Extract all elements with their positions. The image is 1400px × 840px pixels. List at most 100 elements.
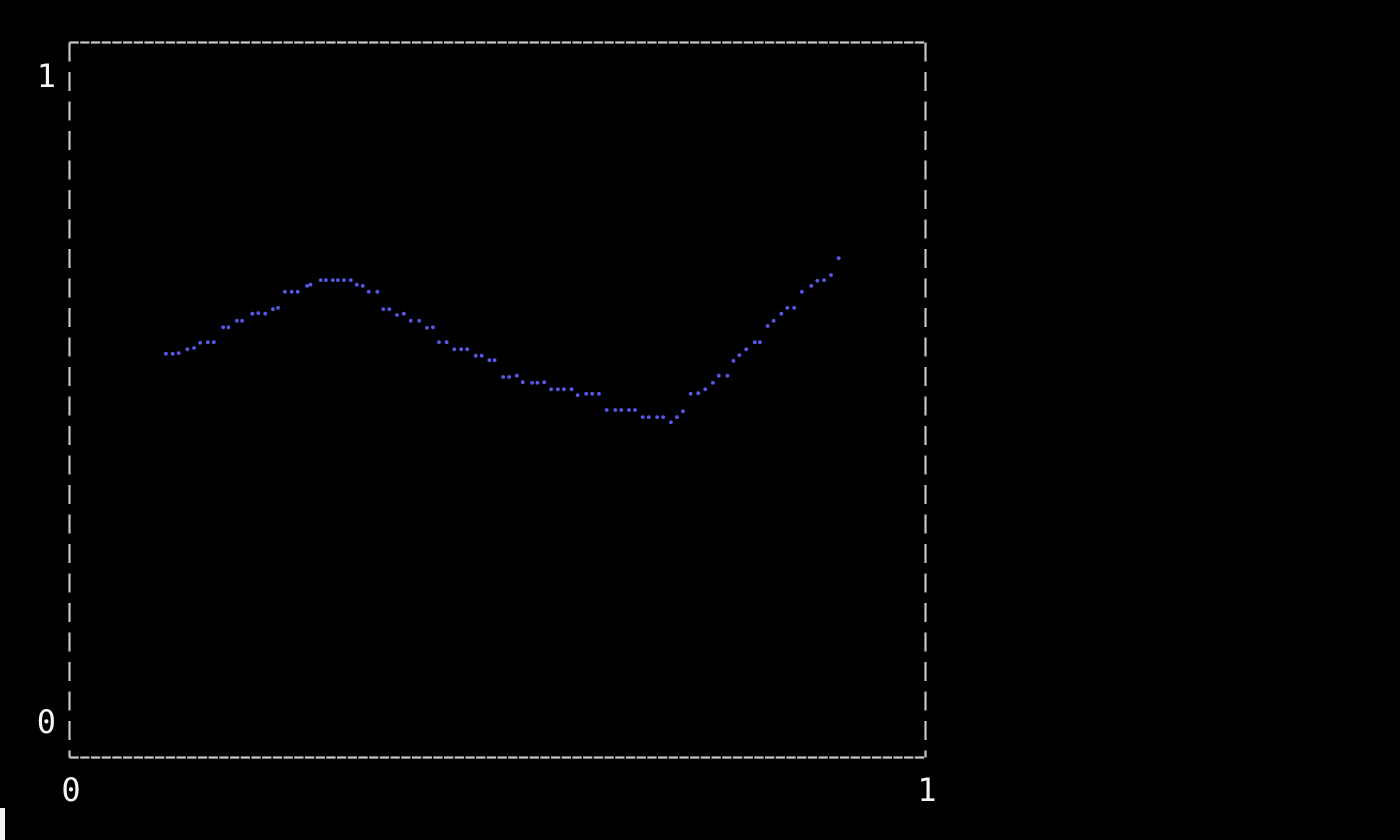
scatter-point xyxy=(308,282,313,287)
scatter-point xyxy=(809,284,814,288)
scatter-point xyxy=(646,415,651,419)
scatter-point xyxy=(198,340,203,345)
scatter-point xyxy=(387,307,392,312)
scatter-point xyxy=(425,326,429,330)
terminal-cursor xyxy=(0,808,5,840)
scatter-point xyxy=(731,359,736,363)
scatter-point xyxy=(822,278,826,282)
scatter-point xyxy=(737,353,742,357)
scatter-point xyxy=(542,380,547,385)
scatter-point xyxy=(675,415,679,419)
scatter-point xyxy=(556,387,560,392)
scatter-point xyxy=(226,325,231,330)
scatter-point xyxy=(836,256,841,261)
scatter-point xyxy=(375,289,380,294)
scatter-point xyxy=(711,380,715,385)
scatter-point xyxy=(752,340,757,345)
scatter-point xyxy=(192,346,197,350)
scatter-point xyxy=(176,351,181,355)
scatter-point xyxy=(459,347,464,352)
scatter-point xyxy=(366,289,371,294)
scatter-point xyxy=(520,380,525,385)
scatter-point xyxy=(452,347,457,352)
scatter-point xyxy=(569,387,574,392)
scatter-point xyxy=(289,289,294,294)
scatter-point xyxy=(283,289,287,294)
scatter-point xyxy=(619,408,624,412)
scatter-point xyxy=(221,325,226,330)
scatter-point xyxy=(263,311,268,316)
scatter-point xyxy=(696,391,701,396)
scatter-point xyxy=(417,318,422,323)
scatter-point xyxy=(501,375,505,379)
scatter-point xyxy=(507,375,511,379)
scatter-point xyxy=(211,340,216,345)
x-axis-tick-label-1: 1 xyxy=(917,771,937,809)
scatter-point xyxy=(688,391,693,396)
scatter-point xyxy=(716,373,721,378)
scatter-point xyxy=(627,408,631,412)
scatter-point xyxy=(444,340,449,345)
scatter-point xyxy=(758,340,762,345)
scatter-point xyxy=(785,306,790,310)
scatter-point xyxy=(725,373,730,378)
scatter-point xyxy=(492,358,497,363)
scatter-point xyxy=(473,353,478,358)
scatter-point xyxy=(360,284,365,288)
scatter-point xyxy=(487,358,492,363)
scatter-point xyxy=(655,415,660,419)
scatter-point xyxy=(395,313,399,317)
plot-border xyxy=(68,41,927,759)
scatter-point xyxy=(815,278,820,283)
scatter-point xyxy=(256,311,261,315)
scatter-point xyxy=(640,415,645,419)
scatter-point xyxy=(669,420,673,425)
scatter-point xyxy=(295,289,300,294)
scatter-point xyxy=(613,408,618,412)
scatter-point xyxy=(305,284,309,288)
scatter-point xyxy=(235,318,239,323)
scatter-point xyxy=(348,278,353,282)
scatter-point xyxy=(164,351,168,356)
scatter-point xyxy=(185,347,190,352)
scatter-point xyxy=(354,282,359,287)
scatter-point xyxy=(597,391,601,396)
scatter-point xyxy=(205,340,210,345)
scatter-point xyxy=(681,409,685,414)
scatter-point xyxy=(575,393,580,397)
scatter-point xyxy=(535,380,540,385)
scatter-point xyxy=(765,324,770,328)
scatter-point xyxy=(170,351,175,356)
scatter-point xyxy=(465,347,470,352)
scatter-point xyxy=(744,347,749,352)
scatter-point xyxy=(779,311,784,316)
scatter-point xyxy=(771,318,776,323)
scatter-point xyxy=(276,306,280,310)
scatter-point xyxy=(437,340,441,345)
scatter-point xyxy=(431,325,435,330)
scatter-point xyxy=(800,289,804,294)
scatter-point xyxy=(514,373,519,378)
scatter-point xyxy=(336,278,340,282)
scatter-point xyxy=(604,408,609,412)
scatter-point xyxy=(703,387,708,392)
scatter-point xyxy=(792,306,797,310)
scatter-point xyxy=(829,273,833,277)
scatter-point xyxy=(401,311,406,316)
scatter-point xyxy=(324,278,328,282)
scatter-point xyxy=(330,278,335,282)
x-axis-tick-label-0: 0 xyxy=(61,771,81,809)
scatter-point xyxy=(271,307,275,312)
scatter-point xyxy=(590,391,595,396)
scatter-point xyxy=(240,318,245,323)
scatter-points xyxy=(164,256,841,425)
scatter-point xyxy=(250,311,255,316)
scatter-point xyxy=(633,408,637,412)
scatter-point xyxy=(479,353,484,358)
scatter-point xyxy=(584,391,589,396)
y-axis-tick-label-0: 0 xyxy=(36,703,56,741)
scatter-point xyxy=(381,307,386,312)
scatter-point xyxy=(318,278,323,282)
